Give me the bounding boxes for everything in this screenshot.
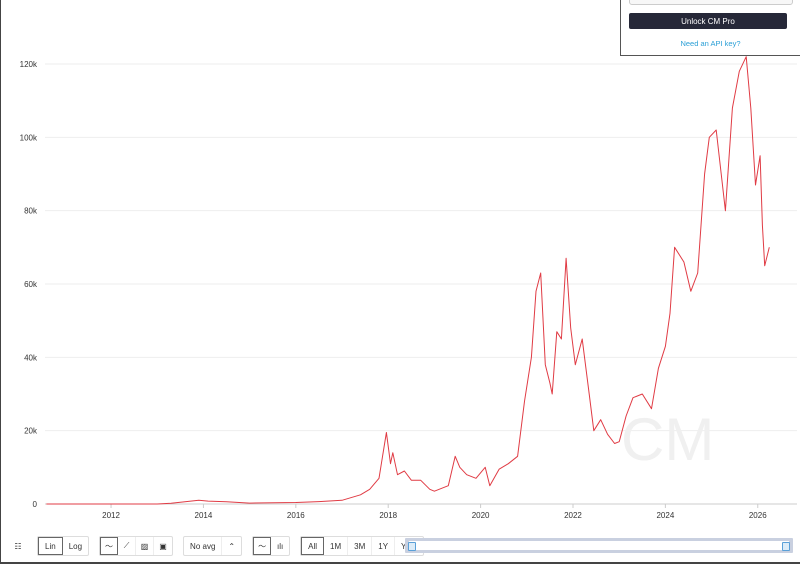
y-tick-label: 40k [24,353,38,362]
y-tick-label: 100k [20,133,38,142]
avg-label: No avg [184,537,223,555]
range-navigator[interactable] [405,538,793,553]
line-series-icon[interactable]: 〜 [253,537,272,555]
line-chart-icon[interactable]: 〜 [100,537,119,555]
y-tick-label: 60k [24,280,38,289]
api-key-link[interactable]: Need an API key? [680,39,741,48]
price-series-line [46,56,770,505]
x-tick-label: 2020 [472,511,490,520]
unlock-pro-button[interactable]: Unlock CM Pro [629,13,787,29]
y-tick-label: 0 [33,500,38,509]
range-1m-button[interactable]: 1M [324,537,349,555]
line-axis-chart-icon[interactable]: ⟋ [118,537,137,555]
range-all-button[interactable]: All [301,537,324,555]
scale-lin-button[interactable]: Lin [38,537,63,555]
watermark: CM [621,406,714,473]
api-key-field[interactable] [629,0,793,5]
area-chart-icon[interactable]: ▣ [159,541,167,551]
chart-toolbar: ☷ Lin Log 〜 ⟋ ▨ ▣ No avg ⌃ 〜 ılı All 1M … [9,536,434,556]
y-tick-label: 80k [24,207,38,216]
x-tick-label: 2012 [102,511,120,520]
y-tick-label: 120k [20,60,38,69]
pro-popup: Unlock CM Pro Need an API key? [620,0,800,56]
x-tick-label: 2014 [195,511,213,520]
price-chart: CM 0 20k 40k 60k 80k 100k 120k 2012 2014 2016 201… [20,56,797,520]
stacked-area-icon[interactable]: ▨ [136,537,155,555]
legend-toggle[interactable]: ☷ [9,537,27,555]
navigator-left-handle[interactable] [408,542,416,551]
chevron-up-icon: ⌃ [228,541,236,551]
x-tick-label: 2018 [379,511,397,520]
chart-type-group: 〜 ⟋ ▨ ▣ [99,536,174,556]
scale-log-button[interactable]: Log [68,541,83,551]
legend-list-icon[interactable]: ☷ [14,541,22,551]
range-1y-button[interactable]: 1Y [372,537,396,555]
scale-toggle: Lin Log [37,536,90,556]
avg-dropdown[interactable]: No avg ⌃ [183,536,243,556]
series-type-group: 〜 ılı [252,536,291,556]
x-tick-label: 2022 [564,511,582,520]
range-3m-button[interactable]: 3M [348,537,373,555]
navigator-right-handle[interactable] [782,542,790,551]
x-tick-label: 2016 [287,511,305,520]
bar-series-icon[interactable]: ılı [276,541,284,551]
y-tick-label: 20k [24,427,38,436]
x-tick-label: 2026 [749,511,767,520]
x-tick-label: 2024 [656,511,674,520]
